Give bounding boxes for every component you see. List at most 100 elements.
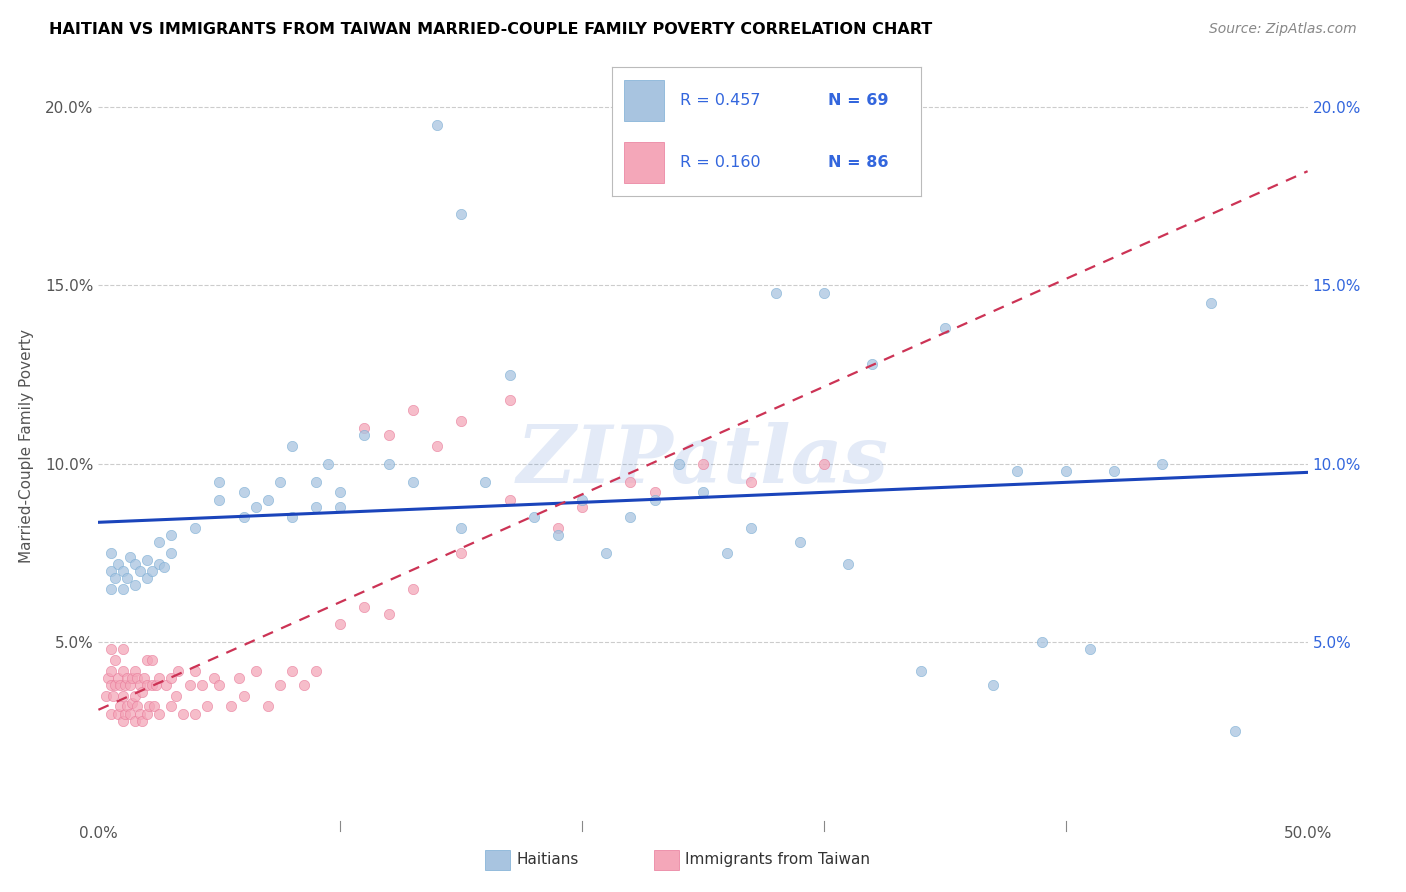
Point [208, 492, 231, 507]
Point [450, 414, 472, 428]
Point [269, 678, 291, 692]
Point [124, 578, 146, 592]
Point [934, 321, 956, 335]
Point [128, 678, 150, 692]
Point [353, 599, 375, 614]
Point [100, 642, 122, 657]
Point [1102, 464, 1125, 478]
Bar [624, 142, 664, 184]
Point [316, 457, 339, 471]
Point [1054, 464, 1077, 478]
Point [138, 699, 160, 714]
Bar [624, 80, 664, 121]
Point [305, 475, 328, 489]
Point [160, 699, 183, 714]
Point [547, 528, 569, 542]
Point [1078, 642, 1101, 657]
Point [450, 521, 472, 535]
Point [644, 492, 666, 507]
Point [353, 421, 375, 435]
Point [141, 653, 163, 667]
Point [281, 510, 304, 524]
Point [910, 664, 932, 678]
Point [595, 546, 617, 560]
Point [160, 528, 183, 542]
Point [160, 546, 183, 560]
Text: Source: ZipAtlas.com: Source: ZipAtlas.com [1209, 22, 1357, 37]
Point [571, 500, 593, 514]
Point [124, 714, 146, 728]
Point [135, 553, 157, 567]
Point [1223, 724, 1246, 739]
Text: Immigrants from Taiwan: Immigrants from Taiwan [685, 853, 870, 867]
Point [619, 475, 641, 489]
Point [498, 392, 520, 407]
Point [426, 118, 449, 132]
Point [152, 560, 174, 574]
Point [94, 689, 117, 703]
Point [204, 671, 226, 685]
Point [160, 671, 183, 685]
Point [135, 706, 157, 721]
Point [353, 428, 375, 442]
Point [191, 678, 214, 692]
Point [860, 357, 883, 371]
Point [117, 671, 139, 685]
Point [124, 557, 146, 571]
Text: R = 0.457: R = 0.457 [679, 93, 761, 108]
Point [111, 689, 134, 703]
Point [329, 485, 352, 500]
Text: Haitians: Haitians [516, 853, 578, 867]
Point [184, 521, 207, 535]
Point [128, 564, 150, 578]
Point [97, 671, 120, 685]
Point [121, 696, 143, 710]
Point [148, 535, 170, 549]
Point [329, 500, 352, 514]
Point [114, 678, 136, 692]
Point [141, 564, 163, 578]
Point [981, 678, 1004, 692]
Point [256, 699, 278, 714]
Point [148, 671, 170, 685]
Point [131, 685, 153, 699]
Point [108, 678, 131, 692]
Point [135, 571, 157, 585]
Point [111, 564, 134, 578]
Point [148, 706, 170, 721]
Point [245, 500, 267, 514]
Point [692, 457, 714, 471]
Point [117, 571, 139, 585]
Point [195, 699, 218, 714]
Point [208, 475, 231, 489]
Point [402, 403, 425, 417]
Point [377, 607, 399, 621]
Point [208, 678, 231, 692]
Point [256, 492, 278, 507]
Point [135, 653, 157, 667]
Point [184, 664, 207, 678]
Point [523, 510, 546, 524]
Point [104, 653, 127, 667]
Point [165, 689, 187, 703]
Point [107, 671, 129, 685]
Point [155, 678, 177, 692]
Point [127, 699, 149, 714]
Y-axis label: Married-Couple Family Poverty: Married-Couple Family Poverty [20, 329, 34, 563]
Point [100, 664, 122, 678]
Point [184, 706, 207, 721]
Text: HAITIAN VS IMMIGRANTS FROM TAIWAN MARRIED-COUPLE FAMILY POVERTY CORRELATION CHAR: HAITIAN VS IMMIGRANTS FROM TAIWAN MARRIE… [49, 22, 932, 37]
Text: N = 86: N = 86 [828, 155, 889, 170]
Point [619, 510, 641, 524]
Point [104, 678, 127, 692]
Point [1199, 296, 1222, 310]
Point [402, 582, 425, 596]
Point [148, 557, 170, 571]
Point [305, 664, 328, 678]
Point [221, 699, 243, 714]
Point [329, 617, 352, 632]
Point [228, 671, 250, 685]
Point [245, 664, 267, 678]
Point [111, 714, 134, 728]
Point [172, 706, 194, 721]
